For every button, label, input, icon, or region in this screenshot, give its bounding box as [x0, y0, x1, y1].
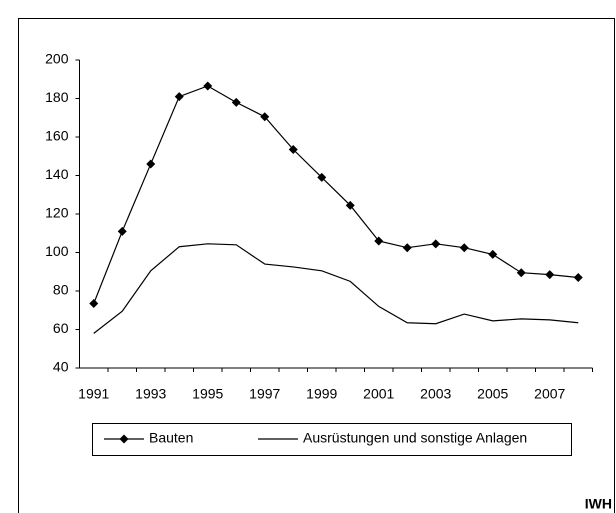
x-tick-label: 1995 [192, 386, 223, 402]
marker [545, 270, 555, 280]
x-tick-label: 2007 [534, 386, 565, 402]
marker [89, 299, 99, 309]
x-tick-label: 2005 [477, 386, 508, 402]
x-tick-label: 1999 [306, 386, 337, 402]
marker [488, 249, 498, 259]
y-tick-label: 80 [53, 282, 69, 298]
marker [374, 236, 384, 246]
frame [18, 18, 615, 513]
series-line [93, 243, 579, 334]
y-tick-label: 180 [45, 89, 69, 105]
legend-marker [119, 434, 129, 444]
y-tick-label: 60 [53, 320, 69, 336]
marker [174, 92, 184, 102]
legend-label: Bauten [149, 430, 193, 446]
marker [516, 268, 526, 278]
marker [573, 273, 583, 283]
marker [402, 243, 412, 253]
marker [345, 200, 355, 210]
y-tick-label: 200 [45, 51, 69, 67]
legend-box [92, 423, 572, 456]
marker [203, 81, 213, 91]
y-tick-label: 160 [45, 128, 69, 144]
x-tick-label: 1993 [135, 386, 166, 402]
y-tick-label: 100 [45, 243, 69, 259]
marker [260, 112, 270, 122]
y-tick-label: 40 [53, 359, 69, 375]
source: IWH [585, 496, 612, 512]
series-line [93, 85, 579, 304]
y-tick-label: 120 [45, 205, 69, 221]
marker [431, 239, 441, 249]
legend-label: Ausrüstungen und sonstige Anlagen [303, 430, 527, 446]
y-tick-label: 140 [45, 166, 69, 182]
marker [459, 243, 469, 253]
marker [117, 226, 127, 236]
marker [317, 172, 327, 182]
x-tick-label: 2003 [420, 386, 451, 402]
marker [231, 97, 241, 107]
marker [146, 159, 156, 169]
marker [288, 145, 298, 155]
x-tick-label: 1991 [78, 386, 109, 402]
x-tick-label: 1997 [249, 386, 280, 402]
x-tick-label: 2001 [363, 386, 394, 402]
